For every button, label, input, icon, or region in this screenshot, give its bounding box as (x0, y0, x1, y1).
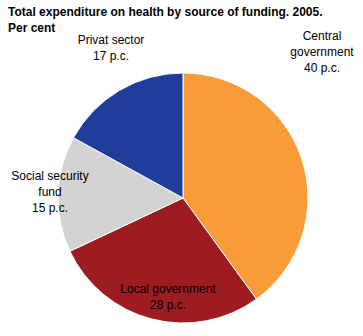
value-label: 15 p.c. (32, 201, 68, 215)
category-label: Local government (120, 282, 216, 296)
category-label: Centralgovernment (290, 29, 354, 59)
title: Total expenditure on health by source of… (8, 5, 322, 19)
value-label: 28 p.c. (150, 298, 186, 312)
slices (58, 73, 308, 323)
value-label: 40 p.c. (304, 61, 340, 75)
category-label: Social securityfund (11, 169, 88, 199)
slice (73, 73, 183, 198)
value-label: 17 p.c. (93, 49, 129, 63)
category-label: Privat sector (78, 33, 145, 47)
chart-container: Total expenditure on health by source of… (0, 0, 363, 336)
subtitle: Per cent (8, 21, 55, 35)
chart: Total expenditure on health by source of… (0, 0, 363, 336)
